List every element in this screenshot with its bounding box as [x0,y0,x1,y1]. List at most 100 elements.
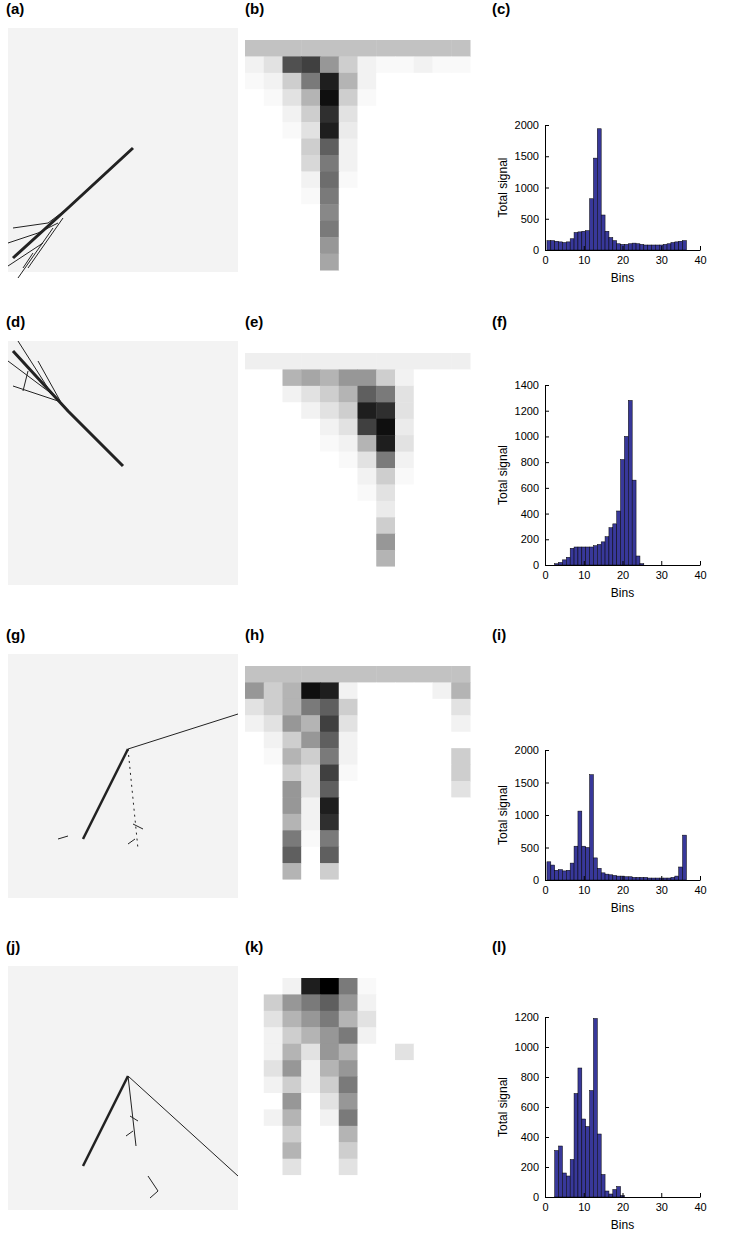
bar [617,244,621,250]
heat-cell [395,419,414,436]
heat-cell [395,517,414,534]
tick-label: 0 [533,874,539,886]
heat-cell [339,550,358,567]
heat-cell [339,699,358,716]
heat-cell [264,1044,283,1061]
heat-cell [395,797,414,814]
root [128,714,238,749]
heat-cell [414,880,433,897]
tick-label: 500 [521,213,539,225]
heat-cell [451,369,470,386]
heat-cell [339,1044,358,1061]
heat-cell [283,978,302,995]
tick: 10 [578,1193,590,1213]
heat-cell [264,797,283,814]
heat-cell [358,1175,377,1192]
heat-cell [264,699,283,716]
heat-cell [414,188,433,205]
heat-cell [376,1044,395,1061]
bar [624,436,628,565]
heat-cell [376,567,395,584]
heat-cell [414,254,433,271]
tick: 500 [521,213,549,225]
bar [683,565,687,566]
heat-cell [376,830,395,847]
heat-cell [264,978,283,995]
heat-cell [414,666,433,683]
heat-cell [376,797,395,814]
heat-cell [376,1077,395,1094]
bar [574,1094,578,1198]
bar [547,241,551,250]
heat-cell [339,1077,358,1094]
tick: 40 [694,1193,706,1213]
heat-cell [358,978,377,995]
heat-cell [451,254,470,271]
heat-cell [301,40,320,57]
heat-cell [376,1192,395,1209]
heat-cell [451,484,470,501]
heatmap [245,353,471,584]
bars [555,1019,625,1198]
heat-cell [264,73,283,90]
heat-cell [358,1093,377,1110]
heat-cell [414,139,433,156]
heat-cell [301,1142,320,1159]
heat-cell [395,1060,414,1077]
heat-cell [433,435,452,452]
bar [609,238,613,251]
heat-cell [301,89,320,106]
bar [659,245,663,250]
heat-cell [433,1175,452,1192]
axis-line [546,250,701,251]
heat-cell [264,994,283,1011]
heat-cell [395,1159,414,1176]
heat-cell [433,666,452,683]
heat-cell [320,534,339,551]
heat-cell [264,106,283,123]
heat-cell [395,435,414,452]
heat-cell [414,204,433,221]
tick: 0 [542,246,548,266]
heat-cell [451,732,470,749]
heat-cell [264,237,283,254]
heat-cell [433,419,452,436]
tick: 600 [521,1101,549,1113]
tick: 500 [521,842,549,854]
heat-cell [301,1126,320,1143]
heat-cell [451,1159,470,1176]
heat-cell [414,369,433,386]
bar [671,243,675,251]
heat-cell [264,1109,283,1126]
heat-cell [245,994,264,1011]
heat-cell [358,1044,377,1061]
heat-cell [264,369,283,386]
heat-cell [283,765,302,782]
heat-cell [320,56,339,73]
tick-label: 600 [521,482,539,494]
tick-label: 0 [542,884,548,896]
tick-label: 200 [521,533,539,545]
heat-cell [358,732,377,749]
heat-cell [283,1159,302,1176]
panel-label: (f) [492,313,507,330]
heat-cell [320,188,339,205]
bar [679,241,683,250]
heat-cell [264,1159,283,1176]
heat-cell [451,781,470,798]
bar [671,877,675,880]
heat-cell [301,484,320,501]
tick-label: 0 [542,254,548,266]
heat-cell [339,73,358,90]
heat-cell [339,155,358,172]
bar [613,1190,617,1198]
heat-cell [451,501,470,518]
heat-cell [339,666,358,683]
heat-cell [283,517,302,534]
heat-cell [376,419,395,436]
bar [644,877,648,880]
heat-cell [283,501,302,518]
heat-cell [451,830,470,847]
heat-cell [264,1060,283,1077]
heat-cell [264,419,283,436]
